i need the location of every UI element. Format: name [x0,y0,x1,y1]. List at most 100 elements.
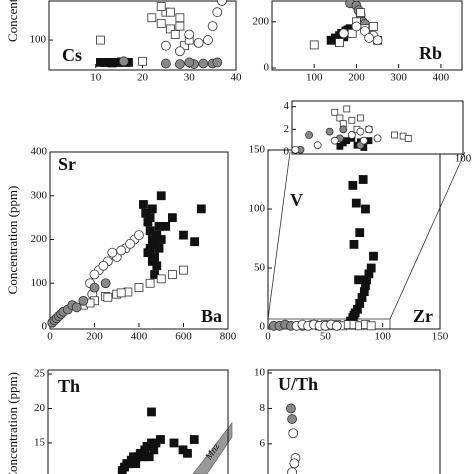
y-tick-label: 2 [284,123,290,135]
point [161,221,171,231]
element-label: Zr [413,306,433,326]
point [166,7,175,17]
point [356,8,366,17]
point [349,239,359,249]
point [145,213,155,223]
panel: 0 200 100 200 300 400 Rb [253,0,463,84]
point [289,458,300,469]
point [138,56,147,66]
point [196,204,206,214]
point [118,56,129,67]
point [107,58,117,68]
x-tick-label: 20 [137,72,149,84]
point [189,435,199,444]
x-tick-label: 100 [374,331,391,343]
y-tick-label: 100 [30,34,47,46]
point [364,33,375,43]
point [372,35,383,46]
y-tick-label: 400 [31,146,48,158]
point [134,230,144,241]
y-tick-label: 25 [34,368,46,380]
x-tick-label: 100 [455,153,472,165]
point [71,302,82,313]
point [404,134,412,142]
point [347,131,356,139]
x-tick-label: 800 [220,331,237,343]
point [78,295,89,306]
plot-frame [48,0,237,71]
point [116,245,127,256]
x-tick-label: 200 [348,72,365,84]
point [359,136,368,145]
point [339,125,348,134]
point [96,35,105,45]
point [89,269,100,280]
y-tick-label: 0 [264,62,270,74]
x-tick-label: 400 [131,331,148,343]
point [179,265,188,275]
point [348,180,358,190]
point [169,438,179,448]
point [305,131,314,139]
point [373,134,382,143]
point [291,145,300,154]
point [358,175,368,184]
x-tick-label: 10 [90,72,102,84]
point [160,58,171,69]
point [335,38,344,47]
y-tick-label: 200 [31,233,48,245]
element-label: V [290,190,303,210]
point [98,260,109,271]
point [331,108,339,116]
point [356,127,365,136]
plot-frame [267,149,441,330]
point [160,40,171,51]
point [103,292,113,302]
mnz-band [192,422,233,474]
point [100,278,111,289]
point [338,28,349,39]
y-axis-label: Concentration (ppm) [5,372,20,474]
point [325,127,334,136]
point [139,200,148,209]
point [287,414,297,424]
point [336,114,344,122]
y-tick-label: 15 [34,436,46,448]
x-tick-label: 200 [86,331,103,343]
point [150,252,159,262]
point [147,13,157,23]
element-label: Th [58,376,80,396]
x-tick-label: 50 [320,331,332,343]
point [154,243,164,253]
point [144,452,154,462]
point [366,263,376,273]
point [175,21,185,31]
point [212,7,223,18]
panel: 0 100 200 300 400 0 200 400 600 800 Sr Ba Concentrat… [5,146,237,343]
point [170,30,180,39]
point [368,22,378,31]
element-label: U/Th [278,374,318,394]
point [107,247,118,258]
point [134,283,144,293]
y-tick-label: 300 [31,189,48,201]
point [156,235,166,244]
panel: 0 2 4 100 [284,100,472,164]
x-tick-label: 100 [306,72,323,84]
point [156,191,166,201]
x-tick-label: 300 [390,72,407,84]
point [365,125,373,134]
plot-frame [267,369,441,474]
y-tick-label: 0 [42,321,48,333]
point [174,46,185,57]
point [167,270,177,279]
element-label: Ba [201,306,222,326]
point [313,141,322,150]
y-axis-label: Concentration (ppm) [5,186,20,295]
point [116,288,126,298]
plot-frame [271,0,463,71]
point [288,428,299,439]
point [391,131,399,139]
